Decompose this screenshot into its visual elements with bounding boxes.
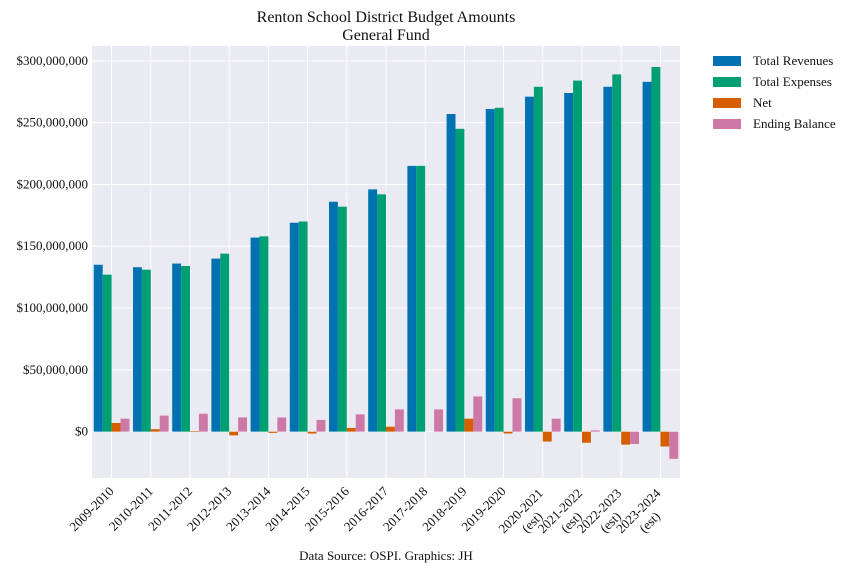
bar-ending-balance — [669, 431, 679, 459]
bar-total-revenues — [368, 189, 378, 432]
bar-ending-balance — [120, 418, 130, 432]
bar-total-revenues — [289, 222, 299, 432]
y-tick-label: $300,000,000 — [17, 53, 89, 68]
y-axis-tick-labels: $0 $50,000,000 $100,000,000 $150,000,000 $20… — [17, 53, 89, 439]
bar-net — [621, 431, 631, 445]
y-tick-label: $0 — [75, 424, 88, 439]
y-tick-label: $200,000,000 — [17, 176, 89, 191]
bar-ending-balance — [473, 396, 483, 432]
legend-label: Total Expenses — [753, 73, 832, 89]
legend-label: Total Revenues — [753, 52, 834, 68]
bar-total-revenues — [603, 86, 613, 432]
bar-total-expenses — [259, 236, 269, 432]
legend-item: Net — [713, 92, 836, 113]
bar-ending-balance — [590, 430, 600, 432]
legend-item: Total Revenues — [713, 50, 836, 71]
bar-ending-balance — [238, 417, 248, 432]
bar-total-revenues — [211, 258, 221, 432]
bar-total-revenues — [524, 96, 534, 432]
bar-ending-balance — [551, 418, 561, 432]
y-tick-label: $100,000,000 — [17, 300, 89, 315]
legend-item: Ending Balance — [713, 113, 836, 134]
bar-total-revenues — [250, 237, 260, 432]
bar-total-revenues — [328, 201, 338, 432]
bar-net — [503, 431, 513, 434]
bar-total-expenses — [651, 67, 661, 432]
bar-net — [150, 429, 160, 432]
bar-total-expenses — [220, 253, 230, 432]
legend-swatch — [713, 76, 741, 87]
bar-total-expenses — [337, 206, 347, 432]
legend-item: Total Expenses — [713, 71, 836, 92]
bar-ending-balance — [198, 413, 208, 432]
bar-total-expenses — [573, 80, 582, 432]
legend-swatch — [713, 97, 741, 108]
bars — [93, 67, 679, 459]
bar-net — [386, 426, 395, 432]
bar-total-expenses — [181, 266, 190, 432]
data-source-note: Data Source: OSPI. Graphics: JH — [299, 548, 473, 563]
bar-net — [111, 422, 121, 432]
bar-total-expenses — [455, 128, 465, 432]
bar-total-expenses — [102, 274, 112, 432]
y-tick-label: $150,000,000 — [17, 238, 89, 253]
bar-total-expenses — [298, 221, 308, 432]
y-tick-label: $50,000,000 — [23, 362, 88, 377]
bar-net — [268, 431, 278, 433]
bar-ending-balance — [277, 417, 287, 432]
bar-total-revenues — [93, 264, 103, 432]
bar-ending-balance — [159, 415, 169, 432]
bar-total-expenses — [612, 74, 622, 432]
chart-title: Renton School District Budget Amounts — [256, 9, 516, 26]
bar-net — [464, 418, 474, 432]
legend-label: Net — [753, 94, 772, 110]
bar-total-revenues — [642, 81, 652, 432]
y-tick-label: $250,000,000 — [17, 115, 89, 130]
bar-total-expenses — [416, 165, 426, 432]
legend: Total Revenues Total Expenses Net Ending Ba… — [713, 50, 836, 134]
bar-total-revenues — [446, 113, 456, 432]
bar-ending-balance — [355, 414, 365, 432]
bar-ending-balance — [512, 398, 522, 432]
bar-total-revenues — [172, 263, 182, 432]
bar-total-expenses — [377, 194, 386, 432]
legend-label: Ending Balance — [753, 115, 836, 131]
legend-swatch — [713, 118, 741, 129]
bar-ending-balance — [630, 431, 640, 445]
x-axis-tick-labels: 2009-20102010-20112011-20122012-20132013… — [66, 483, 664, 536]
bar-total-expenses — [141, 269, 151, 432]
bar-net — [542, 431, 552, 442]
chart-subtitle: General Fund — [342, 27, 430, 44]
bar-total-revenues — [564, 92, 574, 432]
bar-total-revenues — [485, 109, 495, 432]
bar-total-revenues — [407, 165, 417, 432]
bar-net — [582, 431, 591, 443]
bar-total-expenses — [533, 86, 543, 432]
bar-ending-balance — [434, 409, 444, 432]
bar-net — [307, 431, 317, 434]
legend-swatch — [713, 55, 741, 66]
bar-net — [346, 427, 356, 432]
bar-net — [660, 431, 670, 447]
bar-net — [190, 431, 199, 432]
bar-total-revenues — [132, 267, 142, 432]
bar-ending-balance — [316, 419, 326, 432]
bar-ending-balance — [394, 409, 404, 432]
bar-total-expenses — [494, 107, 504, 432]
bar-net — [229, 431, 239, 436]
